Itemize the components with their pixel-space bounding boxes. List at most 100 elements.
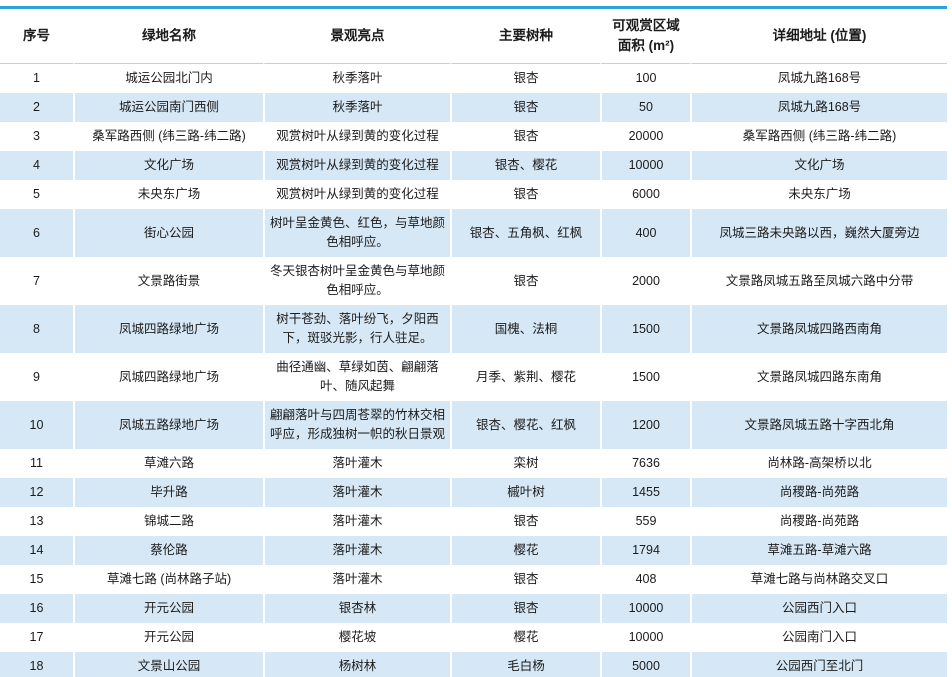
table-row: 15 草滩七路 (尚林路子站) 落叶灌木 银杏 408 草滩七路与尚林路交叉口	[0, 565, 947, 594]
cell-species: 月季、紫荆、樱花	[450, 353, 600, 401]
cell-species: 银杏	[450, 565, 600, 594]
cell-highlight: 秋季落叶	[263, 64, 450, 93]
cell-species: 樱花	[450, 623, 600, 652]
cell-address: 文化广场	[690, 151, 947, 180]
cell-area: 10000	[600, 594, 690, 623]
cell-highlight: 落叶灌木	[263, 507, 450, 536]
cell-name: 文景路街景	[73, 257, 263, 305]
cell-index: 4	[0, 151, 73, 180]
cell-highlight: 樱花坡	[263, 623, 450, 652]
cell-index: 1	[0, 64, 73, 93]
cell-index: 5	[0, 180, 73, 209]
cell-address: 公园南门入口	[690, 623, 947, 652]
cell-species: 银杏	[450, 507, 600, 536]
cell-highlight: 树干苍劲、落叶纷飞，夕阳西下，斑驳光影，行人驻足。	[263, 305, 450, 353]
cell-address: 文景路凤城五路至凤城六路中分带	[690, 257, 947, 305]
cell-area: 408	[600, 565, 690, 594]
table-row: 11 草滩六路 落叶灌木 栾树 7636 尚林路-高架桥以北	[0, 449, 947, 478]
table-row: 17 开元公园 樱花坡 樱花 10000 公园南门入口	[0, 623, 947, 652]
cell-name: 桑军路西侧 (纬三路-纬二路)	[73, 122, 263, 151]
table-row: 12 毕升路 落叶灌木 槭叶树 1455 尚稷路-尚苑路	[0, 478, 947, 507]
col-header-address: 详细地址 (位置)	[690, 9, 947, 64]
cell-address: 文景路凤城五路十字西北角	[690, 401, 947, 449]
cell-index: 16	[0, 594, 73, 623]
cell-highlight: 观赏树叶从绿到黄的变化过程	[263, 151, 450, 180]
cell-area: 1200	[600, 401, 690, 449]
cell-index: 6	[0, 209, 73, 257]
cell-index: 11	[0, 449, 73, 478]
cell-address: 凤城三路未央路以西，巍然大厦旁边	[690, 209, 947, 257]
table-row: 2 城运公园南门西侧 秋季落叶 银杏 50 凤城九路168号	[0, 93, 947, 122]
cell-name: 开元公园	[73, 623, 263, 652]
cell-area: 6000	[600, 180, 690, 209]
col-header-index: 序号	[0, 9, 73, 64]
cell-name: 城运公园北门内	[73, 64, 263, 93]
table-row: 1 城运公园北门内 秋季落叶 银杏 100 凤城九路168号	[0, 64, 947, 93]
cell-name: 文景山公园	[73, 652, 263, 677]
cell-highlight: 落叶灌木	[263, 536, 450, 565]
cell-species: 毛白杨	[450, 652, 600, 677]
cell-species: 槭叶树	[450, 478, 600, 507]
cell-species: 银杏	[450, 594, 600, 623]
cell-area: 5000	[600, 652, 690, 677]
cell-address: 公园西门入口	[690, 594, 947, 623]
cell-highlight: 落叶灌木	[263, 449, 450, 478]
cell-name: 草滩六路	[73, 449, 263, 478]
cell-index: 15	[0, 565, 73, 594]
cell-species: 栾树	[450, 449, 600, 478]
cell-area: 559	[600, 507, 690, 536]
col-header-species: 主要树种	[450, 9, 600, 64]
cell-index: 10	[0, 401, 73, 449]
header-row: 序号 绿地名称 景观亮点 主要树种 可观赏区域面积 (m²) 详细地址 (位置)	[0, 9, 947, 64]
cell-highlight: 冬天银杏树叶呈金黄色与草地颜色相呼应。	[263, 257, 450, 305]
cell-name: 凤城五路绿地广场	[73, 401, 263, 449]
cell-species: 银杏	[450, 93, 600, 122]
cell-name: 开元公园	[73, 594, 263, 623]
cell-name: 草滩七路 (尚林路子站)	[73, 565, 263, 594]
cell-highlight: 杨树林	[263, 652, 450, 677]
cell-name: 未央东广场	[73, 180, 263, 209]
cell-area: 1794	[600, 536, 690, 565]
table-row: 18 文景山公园 杨树林 毛白杨 5000 公园西门至北门	[0, 652, 947, 677]
cell-address: 未央东广场	[690, 180, 947, 209]
cell-highlight: 银杏林	[263, 594, 450, 623]
cell-address: 文景路凤城四路东南角	[690, 353, 947, 401]
cell-name: 街心公园	[73, 209, 263, 257]
table-row: 8 凤城四路绿地广场 树干苍劲、落叶纷飞，夕阳西下，斑驳光影，行人驻足。 国槐、法桐 1…	[0, 305, 947, 353]
cell-address: 尚稷路-尚苑路	[690, 507, 947, 536]
cell-species: 银杏、五角枫、红枫	[450, 209, 600, 257]
cell-area: 20000	[600, 122, 690, 151]
cell-species: 银杏	[450, 180, 600, 209]
cell-index: 14	[0, 536, 73, 565]
cell-index: 3	[0, 122, 73, 151]
cell-name: 凤城四路绿地广场	[73, 353, 263, 401]
cell-area: 400	[600, 209, 690, 257]
cell-area: 1500	[600, 305, 690, 353]
table-row: 7 文景路街景 冬天银杏树叶呈金黄色与草地颜色相呼应。 银杏 2000 文景路凤城五路至凤…	[0, 257, 947, 305]
col-header-highlight: 景观亮点	[263, 9, 450, 64]
cell-address: 草滩七路与尚林路交叉口	[690, 565, 947, 594]
cell-highlight: 观赏树叶从绿到黄的变化过程	[263, 122, 450, 151]
cell-address: 尚林路-高架桥以北	[690, 449, 947, 478]
col-header-name: 绿地名称	[73, 9, 263, 64]
table-row: 3 桑军路西侧 (纬三路-纬二路) 观赏树叶从绿到黄的变化过程 银杏 20000 桑军路西…	[0, 122, 947, 151]
table-row: 13 锦城二路 落叶灌木 银杏 559 尚稷路-尚苑路	[0, 507, 947, 536]
cell-species: 银杏、樱花	[450, 151, 600, 180]
cell-index: 12	[0, 478, 73, 507]
cell-address: 草滩五路-草滩六路	[690, 536, 947, 565]
green-space-table: 序号 绿地名称 景观亮点 主要树种 可观赏区域面积 (m²) 详细地址 (位置)…	[0, 6, 947, 677]
cell-name: 毕升路	[73, 478, 263, 507]
cell-address: 凤城九路168号	[690, 64, 947, 93]
cell-address: 公园西门至北门	[690, 652, 947, 677]
cell-index: 17	[0, 623, 73, 652]
cell-highlight: 观赏树叶从绿到黄的变化过程	[263, 180, 450, 209]
cell-area: 1455	[600, 478, 690, 507]
cell-name: 锦城二路	[73, 507, 263, 536]
cell-highlight: 秋季落叶	[263, 93, 450, 122]
cell-name: 城运公园南门西侧	[73, 93, 263, 122]
cell-highlight: 落叶灌木	[263, 565, 450, 594]
cell-area: 10000	[600, 623, 690, 652]
cell-address: 尚稷路-尚苑路	[690, 478, 947, 507]
cell-area: 1500	[600, 353, 690, 401]
